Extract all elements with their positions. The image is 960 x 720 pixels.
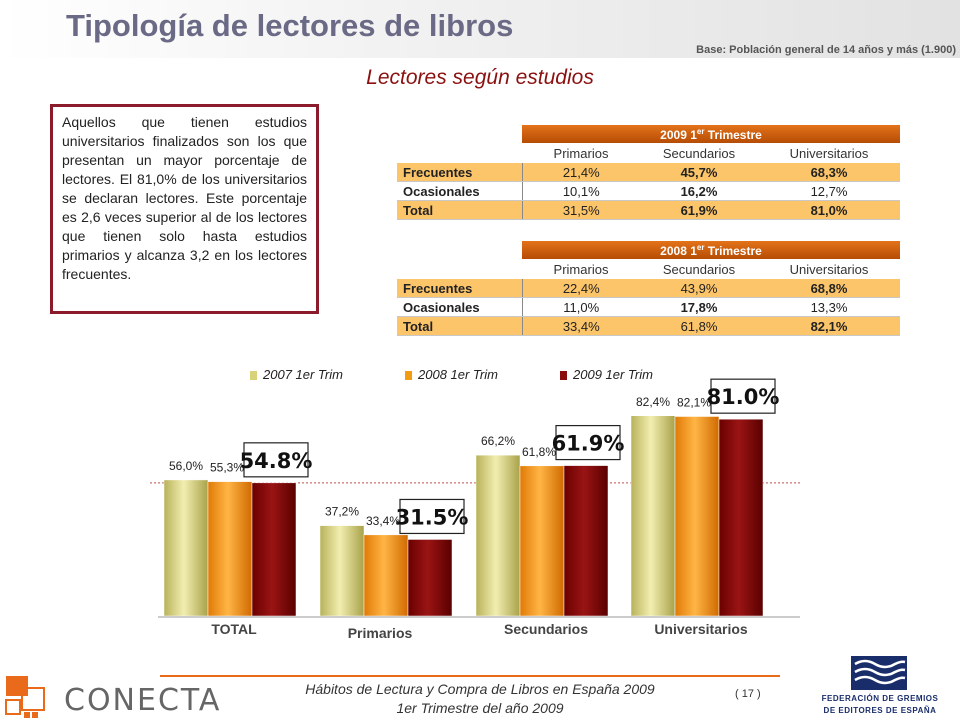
table-cell: 21,4% — [522, 163, 640, 182]
row-label: Ocasionales — [397, 297, 523, 317]
bar-2008-secundarios — [519, 465, 565, 617]
data-label: 55,3% — [210, 461, 244, 475]
table-cell: 13,3% — [758, 297, 900, 317]
data-label: 66,2% — [481, 434, 515, 448]
highlight-box — [399, 498, 465, 535]
table-row: Ocasionales 10,1% 16,2% 12,7% — [397, 181, 900, 201]
data-label: 61,8% — [522, 445, 556, 459]
bar-2009-universitarios — [718, 418, 764, 617]
bar-2007-secundarios — [475, 454, 521, 617]
col-header-primarios: Primarios — [553, 261, 609, 277]
table-row: Ocasionales 11,0% 17,8% 13,3% — [397, 297, 900, 317]
table-2009-title: 2009 1er Trimestre — [522, 125, 900, 143]
data-label-highlight: 61.9% — [552, 432, 625, 456]
table-cell: 33,4% — [522, 316, 640, 336]
data-label: 56,0% — [169, 459, 203, 473]
legend-swatch — [560, 371, 567, 380]
legend-swatch — [250, 371, 257, 380]
footer-line-1: Hábitos de Lectura y Compra de Libros en… — [305, 681, 655, 697]
category-label: Universitarios — [654, 621, 748, 637]
table-cell: 61,9% — [640, 200, 758, 220]
summary-textbox: Aquellos que tienen estudios universitar… — [50, 104, 319, 314]
bar-2008-universitarios — [674, 416, 720, 617]
base-note: Base: Población general de 14 años y más… — [696, 44, 956, 56]
bar-2009-primarios — [407, 539, 453, 617]
category-label: Primarios — [348, 625, 413, 641]
data-label: 33,4% — [366, 514, 400, 528]
data-label: 82,4% — [636, 395, 670, 409]
col-header-primarios: Primarios — [553, 145, 609, 161]
table-cell: 31,5% — [522, 200, 640, 220]
col-header-secundarios: Secundarios — [662, 261, 736, 277]
bar-2008-primarios — [363, 534, 409, 617]
table-cell: 82,1% — [758, 316, 900, 336]
table-cell: 45,7% — [640, 163, 758, 182]
category-label: TOTAL — [211, 621, 257, 637]
table-cell: 12,7% — [758, 181, 900, 201]
table-row: Frecuentes 22,4% 43,9% 68,8% — [397, 279, 900, 298]
row-label: Total — [397, 200, 523, 220]
col-header-universitarios: Universitarios — [789, 145, 869, 161]
legend-item: 2009 1er Trim — [560, 367, 653, 382]
table-row: Total 31,5% 61,9% 81,0% — [397, 200, 900, 220]
legend-item: 2008 1er Trim — [405, 367, 498, 382]
table-2009: 2009 1er Trimestre Primarios Secundarios… — [397, 125, 900, 220]
bar-2007-universitarios — [630, 415, 676, 617]
page-number: ( 17 ) — [735, 688, 761, 700]
section-subtitle: Lectores según estudios — [366, 66, 594, 89]
col-header-universitarios: Universitarios — [789, 261, 869, 277]
footer-divider — [160, 675, 780, 677]
federacion-text-1: FEDERACIÓN DE GREMIOS — [821, 694, 939, 703]
bar-2007-primarios — [319, 525, 365, 617]
data-label: 37,2% — [325, 505, 359, 519]
bar-2007-total — [163, 479, 209, 617]
row-label: Total — [397, 316, 523, 336]
federacion-logo: FEDERACIÓN DE GREMIOS DE EDITORES DE ESP… — [800, 654, 960, 720]
table-row: Frecuentes 21,4% 45,7% 68,3% — [397, 163, 900, 182]
table-cell: 68,3% — [758, 163, 900, 182]
table-cell: 81,0% — [758, 200, 900, 220]
legend-swatch — [405, 371, 412, 380]
federacion-text-2: DE EDITORES DE ESPAÑA — [823, 706, 937, 715]
table-cell: 61,8% — [640, 316, 758, 336]
table-cell: 11,0% — [522, 297, 640, 317]
conecta-logo: CONECTA — [5, 676, 221, 718]
table-2008-title: 2008 1er Trimestre — [522, 241, 900, 259]
footer-line-2: 1er Trimestre del año 2009 — [396, 700, 564, 716]
conecta-logo-text: CONECTA — [64, 683, 221, 718]
table-cell: 68,8% — [758, 279, 900, 298]
legend-item: 2007 1er Trim — [250, 367, 343, 382]
highlight-box — [710, 378, 776, 414]
highlight-box — [243, 442, 309, 478]
table-cell: 17,8% — [640, 297, 758, 317]
data-label-highlight: 81.0% — [707, 385, 780, 409]
bar-2009-total — [251, 482, 297, 617]
federacion-emblem — [851, 656, 907, 690]
page-title: Tipología de lectores de libros — [66, 8, 514, 43]
row-label: Frecuentes — [397, 279, 523, 298]
bar-2009-secundarios — [563, 465, 609, 617]
table-cell: 43,9% — [640, 279, 758, 298]
category-label: Secundarios — [504, 621, 588, 637]
data-label-highlight: 54.8% — [240, 449, 313, 473]
data-label: 82,1% — [677, 395, 711, 409]
bar-2008-total — [207, 481, 253, 617]
highlight-box — [555, 424, 621, 461]
table-cell: 22,4% — [522, 279, 640, 298]
table-cell: 16,2% — [640, 181, 758, 201]
title-bar — [0, 0, 960, 58]
col-header-secundarios: Secundarios — [662, 145, 736, 161]
table-2008: 2008 1er Trimestre Primarios Secundarios… — [397, 241, 900, 336]
table-cell: 10,1% — [522, 181, 640, 201]
footer-text: Hábitos de Lectura y Compra de Libros en… — [270, 680, 690, 718]
data-label-highlight: 31.5% — [396, 505, 469, 529]
table-row: Total 33,4% 61,8% 82,1% — [397, 316, 900, 336]
row-label: Ocasionales — [397, 181, 523, 201]
row-label: Frecuentes — [397, 163, 523, 182]
